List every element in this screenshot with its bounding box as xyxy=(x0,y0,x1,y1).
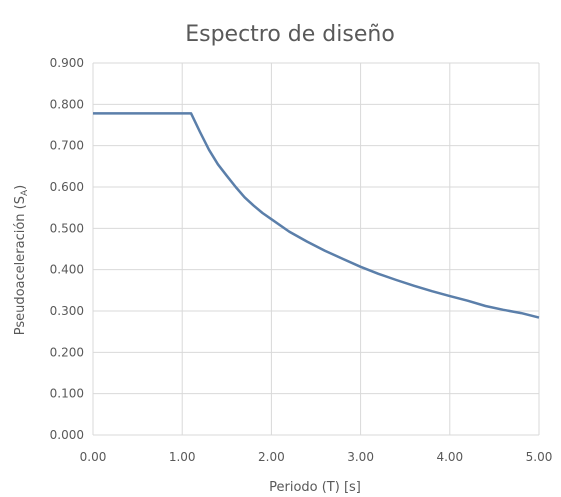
y-axis-ticks: 0.000 0.100 0.200 0.300 0.400 0.500 0.600 0.700… xyxy=(50,56,84,442)
y-tick-label: 0.100 xyxy=(50,387,84,401)
y-tick-label: 0.800 xyxy=(50,97,84,111)
y-axis-label: Pseudoaceleración (SA) xyxy=(13,185,30,336)
spectrum-line xyxy=(93,112,540,319)
y-axis-label-main: Pseudoaceleración (S xyxy=(13,196,28,335)
y-tick-label: 0.300 xyxy=(50,304,84,318)
y-tick-label: 0.600 xyxy=(50,180,84,194)
y-tick-label: 0.500 xyxy=(50,221,84,235)
y-tick-label: 0.400 xyxy=(50,263,84,277)
y-tick-label: 0.700 xyxy=(50,139,84,153)
x-tick-label: 1.00 xyxy=(169,450,196,464)
y-tick-label: 0.200 xyxy=(50,345,84,359)
chart-title: Espectro de diseño xyxy=(185,22,395,47)
y-tick-label: 0.000 xyxy=(50,428,84,442)
x-tick-label: 2.00 xyxy=(258,450,285,464)
x-tick-label: 0.00 xyxy=(80,450,107,464)
gridlines xyxy=(92,62,540,436)
y-axis-label-end: ) xyxy=(13,185,28,190)
x-tick-label: 5.00 xyxy=(526,450,553,464)
x-axis-label: Periodo (T) [s] xyxy=(269,480,361,495)
x-axis-ticks: 0.00 1.00 2.00 3.00 4.00 5.00 xyxy=(80,450,553,464)
y-tick-label: 0.900 xyxy=(50,56,84,70)
x-tick-label: 3.00 xyxy=(347,450,374,464)
x-tick-label: 4.00 xyxy=(436,450,463,464)
y-axis-label-subscript: A xyxy=(20,189,30,196)
